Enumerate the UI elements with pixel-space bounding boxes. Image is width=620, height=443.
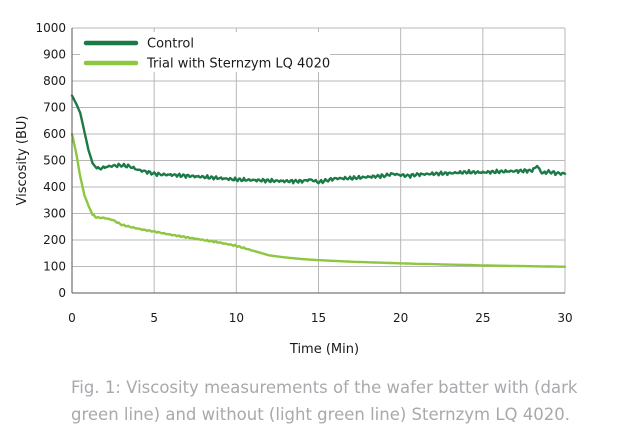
legend-label: Trial with Sternzym LQ 4020 <box>146 57 330 72</box>
y-tick-label: 800 <box>43 74 66 88</box>
series-line-control <box>70 94 567 185</box>
x-tick-label: 30 <box>557 311 572 325</box>
x-tick-label: 20 <box>393 311 408 325</box>
y-tick-label: 600 <box>43 127 66 141</box>
series-line-trial <box>70 132 567 268</box>
figure-caption: Fig. 1: Viscosity measurements of the wa… <box>71 378 578 424</box>
y-tick-label: 500 <box>43 154 66 168</box>
axes: 0 100 200 300 400 500 600 700 800 900 1000 0 5 10 15 20… <box>15 21 573 357</box>
legend: Control Trial with Sternzym LQ 4020 <box>80 32 330 72</box>
y-tick-label: 200 <box>43 233 66 247</box>
legend-background <box>80 32 330 72</box>
x-tick-label: 0 <box>68 311 76 325</box>
x-tick-label: 25 <box>475 311 490 325</box>
y-tick-label: 700 <box>43 101 66 115</box>
viscosity-chart: 0 100 200 300 400 500 600 700 800 900 1000 0 5 10 15 20… <box>15 21 573 357</box>
series-lines <box>70 94 567 268</box>
y-tick-label: 0 <box>58 286 66 300</box>
y-tick-label: 1000 <box>35 21 66 35</box>
x-tick-label: 5 <box>150 311 158 325</box>
y-axis-title: Viscosity (BU) <box>15 116 30 206</box>
y-tick-label: 400 <box>43 180 66 194</box>
y-tick-label: 300 <box>43 207 66 221</box>
legend-label: Control <box>147 37 194 52</box>
x-axis-title: Time (Min) <box>289 342 359 357</box>
x-tick-label: 10 <box>229 311 244 325</box>
y-tick-label: 100 <box>43 260 66 274</box>
y-tick-label: 900 <box>43 48 66 62</box>
x-tick-label: 15 <box>311 311 326 325</box>
